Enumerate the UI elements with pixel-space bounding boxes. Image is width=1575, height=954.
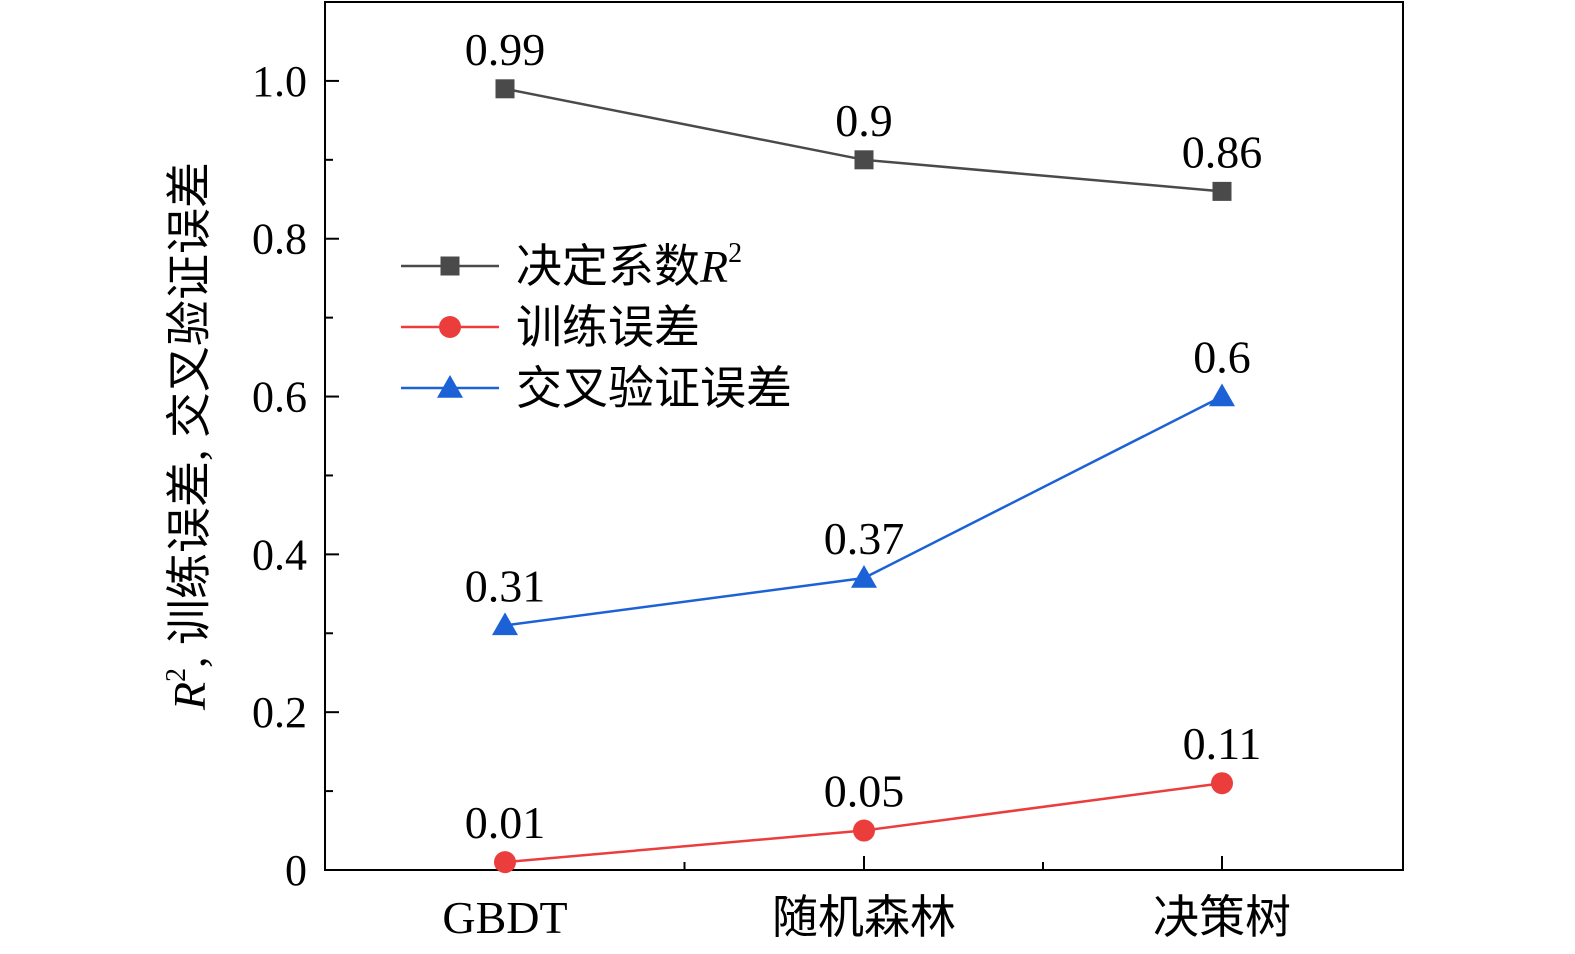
- y-tick-label: 1.0: [252, 57, 307, 106]
- series-1: [495, 79, 1232, 201]
- data-point-marker: [1212, 181, 1232, 201]
- data-labels: 0.99 0.9 0.86 0.01 0.05 0.11 0.31 0.37 0.6: [465, 24, 1263, 848]
- series-3: [492, 383, 1235, 636]
- legend-marker: [437, 375, 463, 398]
- data-label: 0.99: [465, 24, 546, 75]
- legend-item-1: 决定系数R2: [401, 238, 742, 292]
- data-label: 0.11: [1183, 718, 1262, 769]
- y-axis-title: R2, 训练误差, 交叉验证误差: [161, 162, 215, 711]
- y-tick-label: 0.6: [252, 373, 307, 422]
- data-point-marker: [851, 565, 877, 588]
- y-tick-label: 0: [285, 846, 307, 895]
- data-label: 0.37: [824, 513, 905, 564]
- legend-item-2: 训练误差: [401, 302, 700, 353]
- data-point-marker: [1209, 383, 1235, 407]
- legend-marker: [440, 256, 460, 276]
- data-label: 0.31: [465, 560, 546, 611]
- data-point-marker: [854, 150, 874, 170]
- data-point-marker: [1211, 772, 1233, 795]
- x-axis: GBDT 随机森林 决策树: [442, 856, 1291, 943]
- data-point-marker: [495, 79, 515, 99]
- x-category-label: GBDT: [442, 892, 567, 943]
- y-tick-label: 0.8: [252, 215, 307, 264]
- legend-label: 训练误差: [516, 302, 700, 353]
- data-label: 0.9: [835, 95, 893, 146]
- data-label: 0.05: [824, 766, 905, 817]
- legend-item-3: 交叉验证误差: [401, 363, 792, 414]
- data-label: 0.01: [465, 797, 546, 848]
- data-point-marker: [492, 612, 518, 636]
- y-tick-label: 0.2: [252, 688, 307, 737]
- x-category-label: 随机森林: [772, 892, 956, 943]
- y-tick-label: 0.4: [252, 530, 307, 579]
- legend-label: 交叉验证误差: [516, 363, 792, 414]
- legend-label: 决定系数R2: [516, 238, 742, 292]
- data-point-marker: [494, 851, 516, 874]
- series-line: [504, 395, 1223, 627]
- data-label: 0.86: [1182, 126, 1263, 177]
- series-layer: [492, 79, 1235, 874]
- series-2: [494, 772, 1233, 874]
- x-category-label: 决策树: [1153, 892, 1291, 943]
- legend-marker: [439, 316, 461, 338]
- data-label: 0.6: [1193, 332, 1251, 383]
- y-axis: 0 0.2 0.4 0.6 0.8 1.0: [252, 57, 339, 895]
- data-point-marker: [853, 819, 875, 842]
